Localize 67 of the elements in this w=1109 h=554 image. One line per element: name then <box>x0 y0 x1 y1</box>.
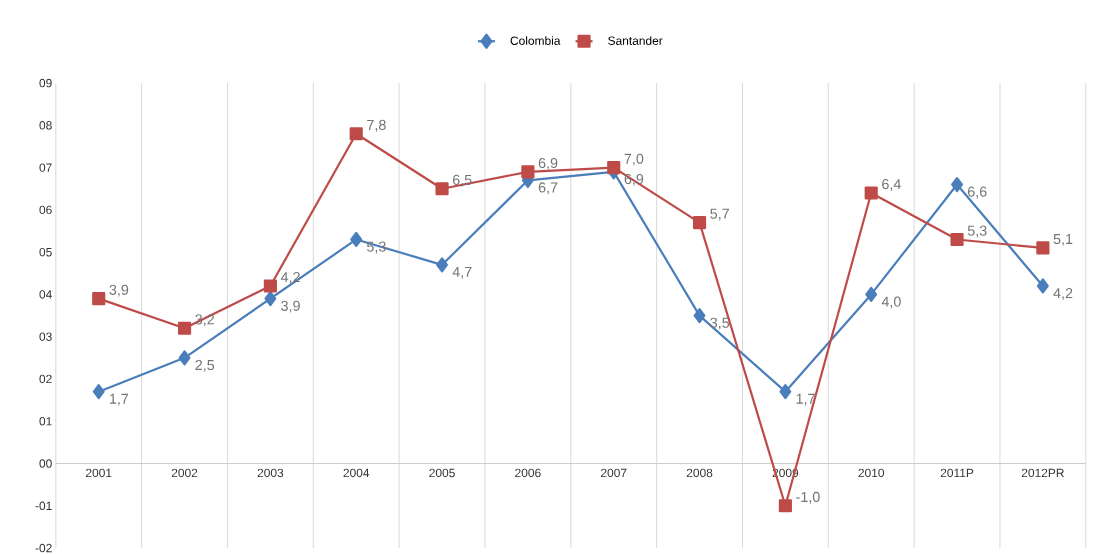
x-tick-label: 2005 <box>429 468 455 478</box>
point <box>692 215 707 230</box>
data-label: 5,7 <box>710 208 729 221</box>
data-label: 4,7 <box>452 266 472 279</box>
point <box>864 186 878 200</box>
x-tick-label: 2007 <box>601 468 627 478</box>
data-label: 6,5 <box>452 174 472 187</box>
y-tick-label: -01 <box>35 501 52 511</box>
point <box>435 182 449 196</box>
y-tick-label: 08 <box>39 121 52 130</box>
data-label: 5,1 <box>1053 234 1073 246</box>
x-tick-label: 2011P <box>940 468 974 478</box>
data-label: 2,5 <box>195 359 215 372</box>
y-tick-label: 04 <box>39 290 52 299</box>
y-tick-label: 07 <box>39 163 52 172</box>
x-tick-label: 2010 <box>858 468 885 478</box>
y-tick-label: -02 <box>35 543 52 553</box>
y-tick-label: 05 <box>39 247 52 257</box>
x-tick-label: 2006 <box>515 468 541 478</box>
x-tick-label: 2001 <box>86 468 112 478</box>
y-tick-label: 03 <box>39 332 52 341</box>
x-tick-label: 2012PR <box>1021 468 1064 478</box>
data-label: 1,7 <box>110 393 129 406</box>
x-tick-label: 2002 <box>171 468 198 478</box>
data-label: 7,8 <box>367 119 386 132</box>
point <box>950 232 964 247</box>
data-label: 5,3 <box>967 225 987 238</box>
data-label: 6,4 <box>882 179 901 191</box>
legend-label: Santander <box>608 36 663 45</box>
x-tick-label: 2008 <box>686 468 713 478</box>
point <box>693 307 706 324</box>
point <box>1036 241 1050 255</box>
point <box>263 279 277 293</box>
point <box>521 165 535 179</box>
y-tick-label: 02 <box>39 374 52 384</box>
legend-label: Colombia <box>510 36 561 45</box>
x-tick-label: 2003 <box>257 468 284 478</box>
point <box>951 176 963 193</box>
point <box>177 321 192 335</box>
point <box>350 231 363 248</box>
y-tick-label: 09 <box>39 78 52 88</box>
data-label: 3,9 <box>109 284 129 297</box>
data-label: 7,0 <box>624 153 644 166</box>
point <box>92 292 106 306</box>
data-label: 4,2 <box>280 272 300 284</box>
y-tick-label: 06 <box>39 205 52 215</box>
data-label: 6,9 <box>538 157 558 170</box>
point <box>779 384 792 400</box>
point <box>178 350 191 366</box>
data-label: 6,6 <box>967 186 987 199</box>
point <box>436 257 448 273</box>
data-label: 6,7 <box>538 182 558 195</box>
y-tick-label: 01 <box>39 417 52 426</box>
point <box>607 161 621 175</box>
data-label: 4,2 <box>1053 288 1073 300</box>
point <box>865 286 878 302</box>
data-label: 4,0 <box>881 296 901 309</box>
data-label: 3,9 <box>281 300 300 313</box>
data-label: 3,5 <box>710 317 730 330</box>
x-tick-label: 2004 <box>343 468 370 478</box>
point <box>264 291 277 307</box>
y-tick-label: 00 <box>39 459 52 468</box>
point <box>1036 278 1049 294</box>
point <box>349 127 363 141</box>
data-label: -1,0 <box>796 491 820 504</box>
point <box>92 384 105 400</box>
point <box>778 499 792 513</box>
